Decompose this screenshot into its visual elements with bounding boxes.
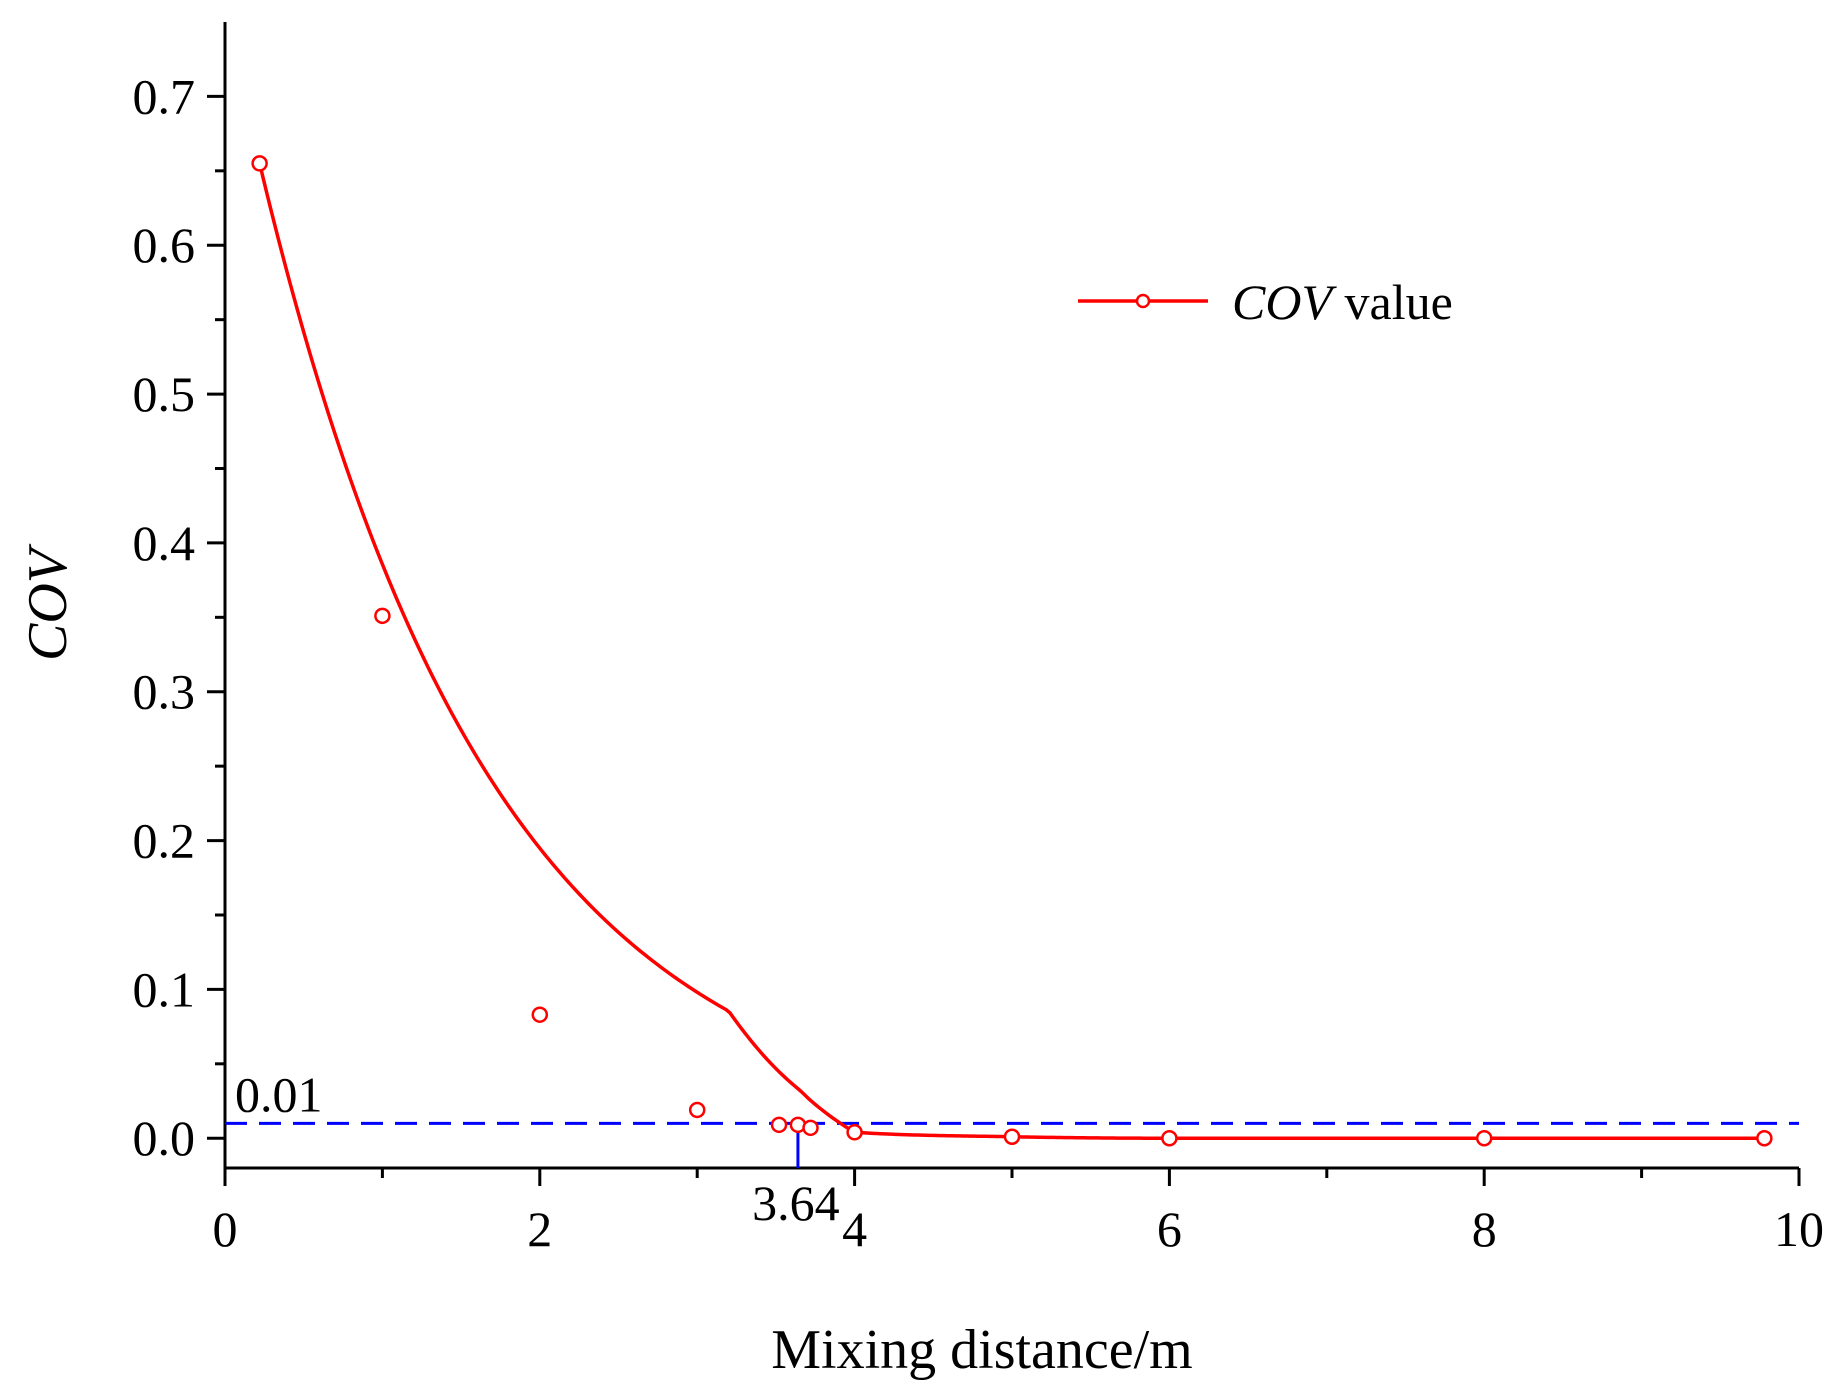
y-tick-label: 0.5 [133,366,196,422]
data-point [531,1006,549,1023]
y-tick-label: 0.4 [133,515,196,571]
y-tick-label: 0.6 [133,217,196,273]
data-point [1756,1129,1773,1147]
x-tick-label: 8 [1472,1201,1497,1257]
cov-fit-curve [257,162,1765,1140]
x-tick-label: 6 [1157,1201,1182,1257]
y-tick-label: 0.2 [133,813,196,869]
threshold-label: 0.01 [235,1066,323,1122]
x-axis-title: Mixing distance/m [771,1319,1193,1381]
x-tick-label: 2 [527,1201,552,1257]
legend-label-rest: value [1332,274,1453,330]
mixing-distance-label: 3.64 [752,1175,840,1231]
data-point [1161,1129,1178,1147]
y-tick-label: 0.7 [133,68,196,124]
labels-layer: Mixing distance/m COV [17,543,1193,1381]
x-tick-label: 10 [1774,1201,1824,1257]
y-axis-title: COV [17,543,79,661]
legend-label-italic: COV [1232,274,1337,330]
y-tick-label: 0.3 [133,664,196,720]
data-point [251,155,268,172]
data-point [770,1116,788,1134]
data-point [1003,1128,1021,1145]
data-point [688,1101,706,1119]
axes: 0 2 4 6 8 10 0.0 0.1 0.2 0.3 0.4 0.5 0.6 0.7 [133,22,1824,1257]
legend: COV value [1078,274,1453,330]
y-tick-label: 0.1 [133,961,196,1017]
data-point [1475,1129,1493,1147]
x-tick-label: 4 [842,1201,867,1257]
data-point [846,1124,863,1141]
x-tick-label: 0 [213,1201,238,1257]
legend-marker-sample [1135,293,1151,309]
series-layer [251,155,1773,1147]
y-tick-label: 0.0 [133,1110,196,1166]
legend-label: COV value [1232,274,1453,330]
data-point [802,1119,819,1137]
data-point [374,607,391,625]
reference-lines: 0.01 3.64 [225,1066,1799,1231]
